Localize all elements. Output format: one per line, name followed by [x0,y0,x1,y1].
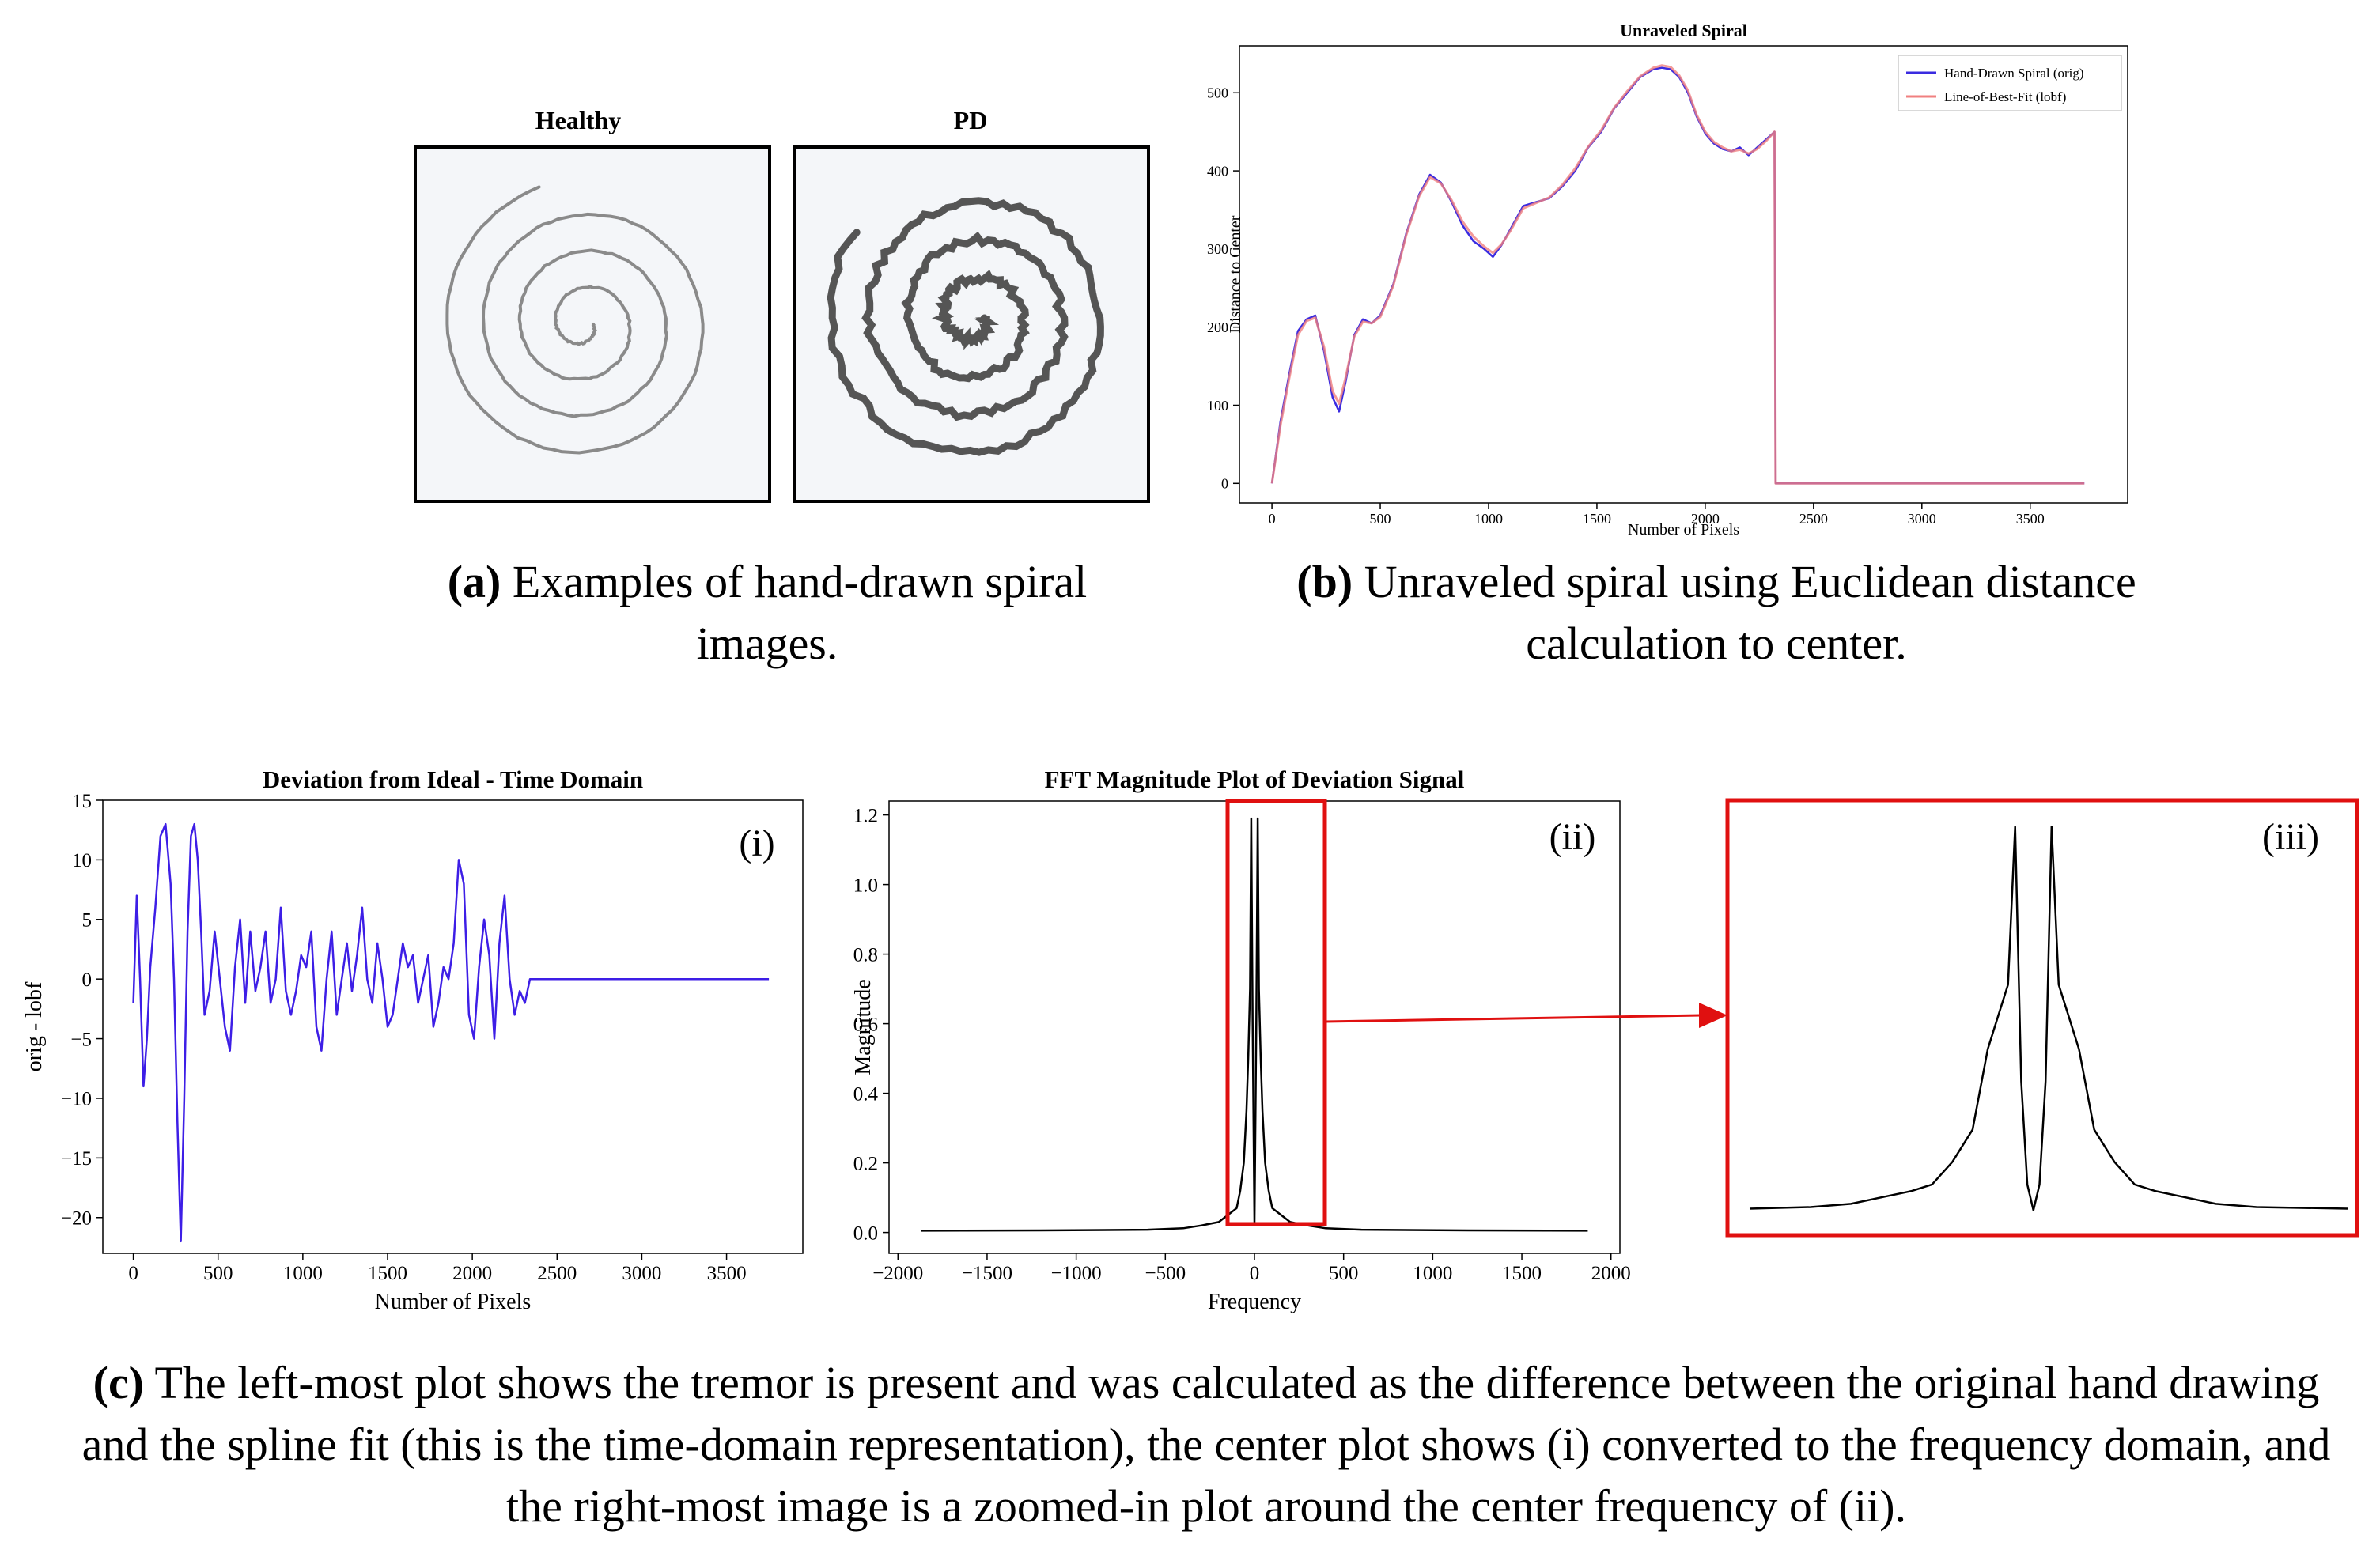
sublabel-i: (i) [739,822,774,864]
x-tick-label: −2000 [872,1263,923,1284]
series-line-0 [1749,826,2348,1211]
zoom-frame [1725,798,2359,1238]
x-tick-label: 1500 [1502,1263,1542,1284]
y-tick-label: 200 [1207,319,1228,335]
y-axis-label: Magnitude [851,979,876,1075]
x-tick-label: 2000 [452,1263,492,1284]
series-line-0 [1270,66,2085,485]
x-tick-label: 1000 [1413,1263,1452,1284]
series-line-0 [132,822,770,1243]
x-tick-label: 3000 [622,1263,661,1284]
caption-b-tag: (b) [1296,556,1353,607]
fft-highlight-box [1225,799,1327,1226]
y-tick-label: −20 [61,1208,92,1230]
caption-b-text: Unraveled spiral using Euclidean distanc… [1364,556,2136,669]
x-tick-label: 2500 [537,1263,577,1284]
y-tick-label: 1.2 [853,805,878,826]
y-axis-label: orig - lobf [22,981,47,1071]
y-tick-label: 10 [72,850,92,871]
series-line-1 [1270,64,2085,485]
sublabel-ii: (ii) [1549,816,1596,858]
y-tick-label: −15 [61,1148,92,1170]
y-tick-label: 15 [72,791,92,812]
y-tick-label: 100 [1207,398,1228,414]
caption-b: (b) Unraveled spiral using Euclidean dis… [1289,551,2144,675]
y-tick-label: −10 [61,1089,92,1110]
x-tick-label: 500 [1329,1263,1359,1284]
x-tick-label: −1500 [962,1263,1012,1284]
y-tick-label: 5 [82,910,93,932]
y-tick-label: 0.6 [853,1014,878,1035]
y-tick-label: 500 [1207,85,1228,101]
x-tick-label: 2000 [1691,511,1720,527]
plot-frame [1239,45,2128,504]
x-tick-label: 1500 [1583,511,1611,527]
x-tick-label: 3500 [707,1263,747,1284]
x-tick-label: 0 [1250,1263,1260,1284]
legend-entry: Hand-Drawn Spiral (orig) [1944,66,2084,81]
healthy-label: Healthy [535,106,621,134]
y-axis-label: Distance to Center [1227,215,1244,333]
y-tick-label: 400 [1207,163,1228,179]
deviation-time-domain-chart: Deviation from Ideal - Time Domain 0 500 10… [22,765,804,1314]
chart-title: Deviation from Ideal - Time Domain [263,765,643,793]
y-tick-label: 300 [1207,241,1228,257]
y-tick-label: 0.8 [853,944,878,966]
x-tick-label: 500 [1370,511,1391,527]
legend-entry: Line-of-Best-Fit (lobf) [1944,89,2066,104]
x-axis-label: Number of Pixels [1628,521,1739,539]
x-axis-label: Number of Pixels [375,1290,532,1314]
healthy-spiral-image: Healthy [414,106,771,503]
caption-a-tag: (a) [447,556,501,607]
legend-box [1898,55,2122,111]
caption-a: (a) Examples of hand-drawn spiral images… [443,551,1092,675]
fft-zoom-chart [1749,826,2348,1211]
x-tick-label: 500 [203,1263,233,1284]
x-tick-label: 2000 [1591,1263,1631,1284]
zoom-arrow-head [1699,1003,1727,1028]
x-tick-label: 2500 [1799,511,1828,527]
y-tick-label: 0.4 [853,1083,879,1105]
y-tick-label: 0.0 [853,1223,878,1244]
x-tick-label: 3000 [1908,511,1936,527]
x-tick-label: 0 [1269,511,1276,527]
plot-frame [102,799,804,1254]
x-tick-label: 1000 [283,1263,323,1284]
chart-title: Unraveled Spiral [1620,21,1747,40]
caption-c: (c) The left-most plot shows the tremor … [75,1352,2337,1537]
sublabel-iii: (iii) [2262,816,2319,858]
pd-label: PD [954,106,988,134]
caption-c-text: The left-most plot shows the tremor is p… [81,1357,2331,1532]
caption-a-text: Examples of hand-drawn spiral images. [512,556,1088,669]
y-tick-label: −5 [70,1029,92,1050]
zoom-arrow-line [1324,1014,1701,1023]
series-line-0 [921,817,1588,1232]
x-tick-label: 1000 [1474,511,1503,527]
x-tick-label: 1500 [368,1263,407,1284]
x-axis-label: Frequency [1208,1290,1301,1314]
y-tick-label: 1.0 [853,875,878,896]
pd-spiral-image: PD [793,106,1150,503]
caption-c-tag: (c) [93,1357,144,1408]
y-tick-label: 0.2 [853,1153,878,1174]
x-tick-label: 0 [128,1263,138,1284]
x-tick-label: 3500 [2016,511,2045,527]
chart-title: FFT Magnitude Plot of Deviation Signal [1045,765,1465,793]
fft-magnitude-chart: FFT Magnitude Plot of Deviation Signal −2… [851,765,1631,1314]
x-tick-label: −1000 [1051,1263,1102,1284]
x-tick-label: −500 [1145,1263,1186,1284]
y-tick-label: 0 [82,969,93,991]
y-tick-label: 0 [1221,476,1228,492]
